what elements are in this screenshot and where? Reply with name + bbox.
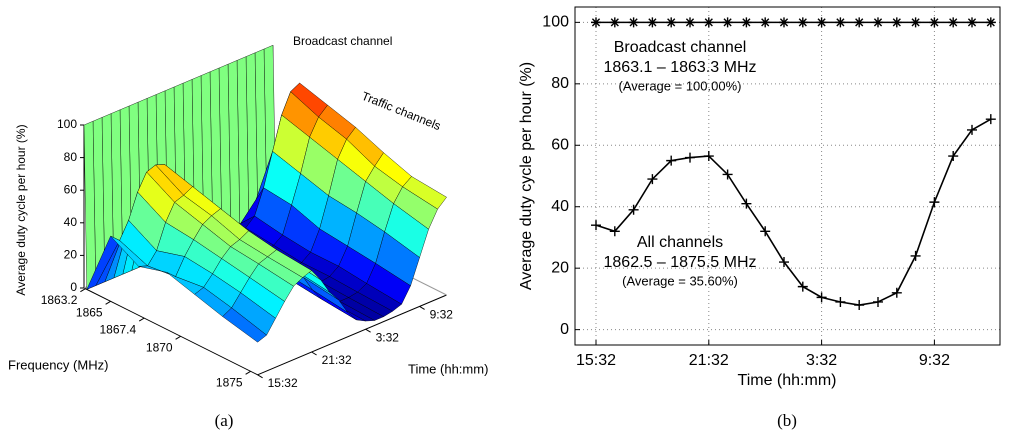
y-tick — [419, 305, 425, 310]
marker — [779, 257, 789, 268]
x-tick-label: 21:32 — [689, 352, 729, 369]
x-axis-label: Frequency (MHz) — [8, 357, 108, 372]
marker — [967, 124, 977, 135]
z-tick-label: 20 — [64, 248, 78, 262]
x-axis-label: Time (hh:mm) — [738, 372, 837, 389]
surface-patch — [222, 307, 267, 343]
marker — [929, 17, 940, 28]
marker — [891, 17, 902, 28]
marker — [703, 17, 714, 28]
marker — [797, 281, 808, 292]
marker — [835, 296, 846, 307]
annotation: Broadcast channel — [614, 39, 747, 56]
x-tick — [80, 288, 86, 293]
marker — [854, 300, 865, 311]
marker — [910, 250, 921, 261]
marker — [647, 17, 658, 28]
x-tick-label: 3:32 — [806, 352, 837, 369]
marker — [591, 220, 601, 231]
y-axis-label: Average duty cycle per hour (%) — [518, 62, 535, 290]
annotation: All channels — [637, 234, 723, 251]
marker — [666, 17, 677, 28]
marker — [948, 17, 959, 28]
caption: (b) — [777, 411, 797, 430]
z-tick-label: 80 — [64, 150, 78, 164]
plot-frame — [574, 6, 1001, 346]
marker — [910, 17, 921, 28]
marker — [685, 152, 695, 163]
y-axis — [257, 294, 447, 376]
marker — [741, 17, 752, 28]
marker — [797, 17, 808, 28]
y-tick-label: 20 — [551, 259, 569, 276]
annotation: Broadcast channel — [293, 34, 392, 48]
marker — [703, 151, 714, 162]
annotation: 1862.5 – 1875.5 MHz — [604, 254, 757, 271]
annotation: (Average = 100.00%) — [619, 78, 742, 93]
y-tick-label: 80 — [551, 75, 569, 92]
annotation: (Average = 35.60%) — [622, 273, 738, 288]
x-tick — [245, 370, 251, 375]
marker — [854, 17, 865, 28]
marker — [628, 17, 639, 28]
z-axis-label: Average duty cycle per hour (%) — [14, 124, 28, 295]
marker — [985, 114, 996, 125]
series-line — [595, 118, 992, 306]
y-tick — [311, 351, 317, 356]
marker — [609, 17, 620, 28]
x-tick-label: 9:32 — [919, 352, 950, 369]
marker — [967, 17, 977, 28]
marker — [816, 17, 827, 28]
y-tick-label: 15:32 — [268, 376, 298, 390]
z-tick-label: 100 — [57, 117, 77, 131]
y-tick-label: 0 — [560, 321, 569, 338]
marker — [835, 17, 846, 28]
y-tick-label: 40 — [551, 198, 569, 215]
marker — [609, 226, 620, 237]
y-tick — [257, 374, 263, 379]
marker — [929, 197, 940, 208]
x-tick — [138, 317, 145, 322]
annotation: Traffic channels — [360, 89, 443, 133]
z-tick-label: 40 — [64, 215, 78, 229]
x-tick-label: 15:32 — [576, 352, 616, 369]
marker — [816, 292, 827, 303]
x-tick-label: 1875 — [216, 375, 243, 389]
x-tick-label: 1867.4 — [99, 322, 136, 336]
marker — [760, 226, 771, 237]
marker — [985, 17, 996, 28]
marker — [647, 174, 658, 185]
marker — [722, 17, 733, 28]
y-tick-label: 21:32 — [322, 353, 352, 367]
x-tick — [175, 335, 181, 340]
x-axis — [83, 287, 258, 376]
x-tick — [105, 300, 111, 305]
marker — [741, 198, 752, 209]
y-tick-label: 9:32 — [430, 308, 454, 322]
caption: (a) — [215, 411, 234, 430]
marker — [685, 17, 695, 28]
x-tick-label: 1863.2 — [41, 293, 78, 307]
marker — [873, 296, 883, 307]
marker — [891, 287, 902, 298]
marker — [666, 155, 677, 166]
marker — [591, 17, 601, 28]
y-axis-label: Time (hh:mm) — [408, 361, 488, 376]
y-tick-label: 60 — [551, 136, 569, 153]
y-tick — [365, 328, 371, 333]
y-tick-label: 100 — [542, 14, 569, 31]
marker — [760, 17, 771, 28]
x-tick-label: 1865 — [76, 305, 103, 319]
marker — [948, 151, 959, 162]
marker — [779, 17, 789, 28]
z-tick-label: 60 — [64, 182, 78, 196]
marker — [722, 169, 733, 180]
marker — [873, 17, 883, 28]
z-tick-label: 0 — [70, 280, 77, 294]
x-tick-label: 1870 — [146, 340, 173, 354]
marker — [628, 204, 639, 215]
annotation: 1863.1 – 1863.3 MHz — [604, 59, 757, 76]
y-tick-label: 3:32 — [376, 330, 400, 344]
